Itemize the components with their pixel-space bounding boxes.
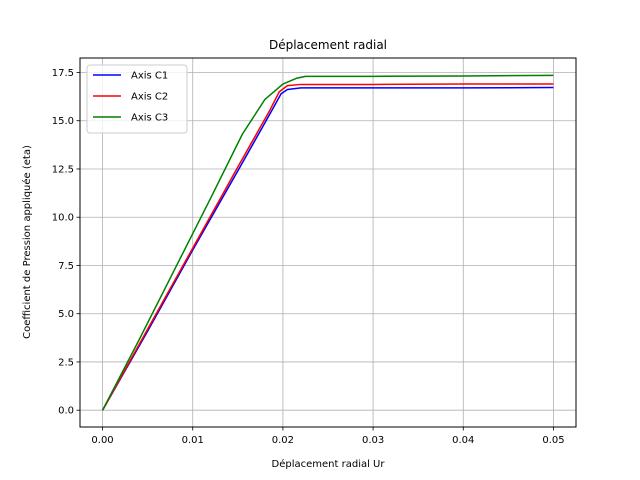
x-axis-ticks: 0.00 0.01 0.02 0.03 0.04 0.05 [91, 427, 565, 446]
series-line-c1 [101, 86, 554, 411]
legend-box [86, 64, 188, 134]
grid-layer [80, 58, 576, 427]
y-tick-label: 17.5 [52, 68, 74, 79]
y-tick-label: 5.0 [58, 309, 74, 320]
y-tick-label: 15.0 [52, 116, 74, 127]
x-tick-label: 0.02 [272, 435, 294, 446]
legend-label-c1: Axis C1 [131, 71, 168, 82]
series-line-c3 [101, 74, 554, 411]
y-tick-label: 0.0 [58, 406, 74, 417]
y-axis-title: Coefficient de Pression appliquée (eta) [21, 145, 33, 339]
plot-frame [79, 57, 577, 428]
y-tick-label: 7.5 [58, 261, 74, 272]
y-axis-ticks: 0.0 2.5 5.0 7.5 10.0 12.5 15.0 17.5 [52, 68, 80, 417]
x-axis-title: Déplacement radial Ur [272, 458, 386, 470]
y-tick-label: 10.0 [52, 213, 74, 224]
x-tick-label: 0.00 [91, 435, 113, 446]
legend: Axis C1 Axis C2 Axis C3 [86, 64, 188, 134]
chart-title: Déplacement radial [269, 38, 387, 52]
x-tick-label: 0.04 [452, 435, 474, 446]
y-tick-label: 12.5 [52, 164, 74, 175]
y-tick-label: 2.5 [58, 357, 74, 368]
x-tick-label: 0.01 [182, 435, 204, 446]
series-line-c2 [101, 83, 554, 411]
x-tick-label: 0.03 [362, 435, 384, 446]
legend-label-c3: Axis C3 [131, 113, 168, 124]
x-tick-label: 0.05 [542, 435, 564, 446]
legend-label-c2: Axis C2 [131, 92, 168, 103]
series-layer [101, 74, 554, 411]
